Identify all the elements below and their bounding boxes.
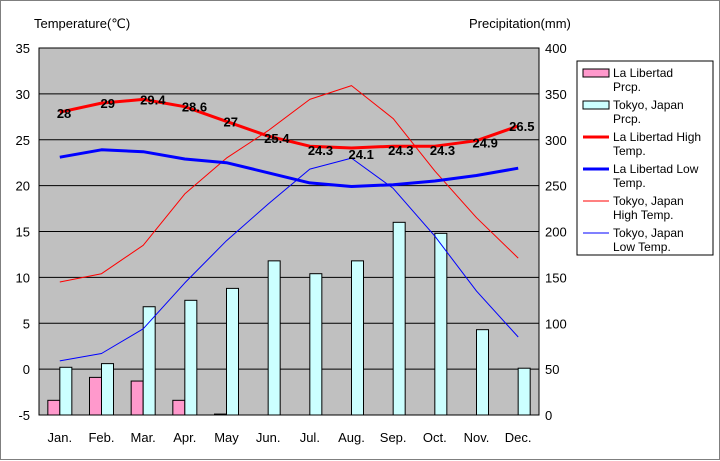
category-label: Nov. <box>464 430 490 445</box>
left-tick-label: -5 <box>18 408 30 423</box>
bar-tokyo-prcp <box>226 287 239 416</box>
right-tick-label: 400 <box>545 41 567 56</box>
left-tick-label: 20 <box>16 179 30 194</box>
left-tick-label: 35 <box>16 41 30 56</box>
right-tick-label: 200 <box>545 225 567 240</box>
precipitation-bars <box>47 221 531 416</box>
data-label: 24.3 <box>308 143 333 158</box>
data-label: 25.4 <box>264 131 290 146</box>
legend-swatch <box>582 100 610 110</box>
category-label: Feb. <box>88 430 114 445</box>
category-label: Mar. <box>131 430 156 445</box>
right-tick-label: 150 <box>545 270 567 285</box>
bar-tokyo-prcp <box>101 363 114 416</box>
temperature-lines <box>59 85 519 362</box>
data-label: 26.5 <box>509 119 534 134</box>
legend-label: La Libertad High <box>613 130 701 144</box>
data-label: 24.1 <box>349 147 374 162</box>
right-tick-label: 250 <box>545 179 567 194</box>
line-la-libertad-low-temp <box>59 148 519 188</box>
left-axis-title: Temperature(℃) <box>34 16 130 31</box>
category-label: Jul. <box>300 430 320 445</box>
data-label: 24.9 <box>473 136 498 151</box>
category-label: Oct. <box>423 430 447 445</box>
category-axis-labels: Jan. Feb. Mar. Apr. May Jun. Jul. Aug. Sep. Oct. N… <box>48 430 532 445</box>
left-axis-ticks: -5 0 5 10 15 20 25 30 35 <box>16 41 30 423</box>
left-tick-label: 5 <box>23 316 30 331</box>
legend-label: Tokyo, Japan <box>613 98 684 112</box>
legend-label: Prcp. <box>613 80 641 94</box>
bar-tokyo-prcp <box>59 366 73 416</box>
right-tick-label: 50 <box>545 362 559 377</box>
right-tick-label: 100 <box>545 316 567 331</box>
data-label: 24.3 <box>388 143 413 158</box>
bar-la-libertad-prcp <box>47 399 61 416</box>
data-label: 29.4 <box>140 92 166 107</box>
right-axis-title: Precipitation(mm) <box>469 16 571 31</box>
left-tick-label: 0 <box>23 362 30 377</box>
data-label: 24.3 <box>430 143 455 158</box>
left-tick-label: 25 <box>16 133 30 148</box>
bar-tokyo-prcp <box>351 260 364 416</box>
right-axis-ticks: 0 50 100 150 200 250 300 350 400 <box>545 41 567 423</box>
left-tick-label: 15 <box>16 225 30 240</box>
bar-tokyo-prcp <box>184 299 198 416</box>
right-tick-label: 300 <box>545 133 567 148</box>
category-label: Sep. <box>380 430 407 445</box>
legend-label: Tokyo, Japan <box>613 194 684 208</box>
legend-label: Prcp. <box>613 112 641 126</box>
line-la-libertad-high-temp <box>59 97 519 150</box>
bar-tokyo-prcp <box>434 232 448 416</box>
bar-tokyo-prcp <box>267 260 281 416</box>
legend-label: La Libertad Low <box>613 162 699 176</box>
category-label: Dec. <box>505 430 532 445</box>
legend-label: La Libertad <box>613 66 673 80</box>
legend-label: Temp. <box>613 176 646 190</box>
data-label: 28 <box>57 106 71 121</box>
left-tick-label: 30 <box>16 87 30 102</box>
right-tick-label: 350 <box>545 87 567 102</box>
data-label: 28.6 <box>182 100 207 115</box>
category-label: Apr. <box>173 430 196 445</box>
category-label: Jan. <box>48 430 73 445</box>
bar-tokyo-prcp <box>476 329 489 416</box>
bar-tokyo-prcp <box>517 367 531 416</box>
category-label: Aug. <box>338 430 365 445</box>
data-label: 27 <box>224 114 238 129</box>
bar-tokyo-prcp <box>392 221 406 416</box>
legend-label: Temp. <box>613 144 646 158</box>
line-tokyo-japan-low-temp <box>59 157 519 362</box>
category-label: May <box>214 430 239 445</box>
legend-label: Low Temp. <box>613 240 671 254</box>
bar-la-libertad-prcp <box>214 413 227 416</box>
bar-tokyo-prcp <box>142 306 156 416</box>
data-label: 29 <box>101 96 115 111</box>
left-tick-label: 10 <box>16 270 30 285</box>
bar-la-libertad-prcp <box>172 399 186 416</box>
legend-label: Tokyo, Japan <box>613 226 684 240</box>
bar-la-libertad-prcp <box>130 380 144 416</box>
legend-swatch <box>582 68 610 78</box>
bar-tokyo-prcp <box>309 273 323 416</box>
category-label: Jun. <box>256 430 281 445</box>
data-labels: 28 29 29.4 28.6 27 25.4 24.3 24.1 24.3 24.3 24.9 26… <box>57 92 535 162</box>
bar-la-libertad-prcp <box>89 376 102 416</box>
legend-box <box>576 60 714 256</box>
right-tick-label: 0 <box>545 408 552 423</box>
legend-label: High Temp. <box>613 208 673 222</box>
